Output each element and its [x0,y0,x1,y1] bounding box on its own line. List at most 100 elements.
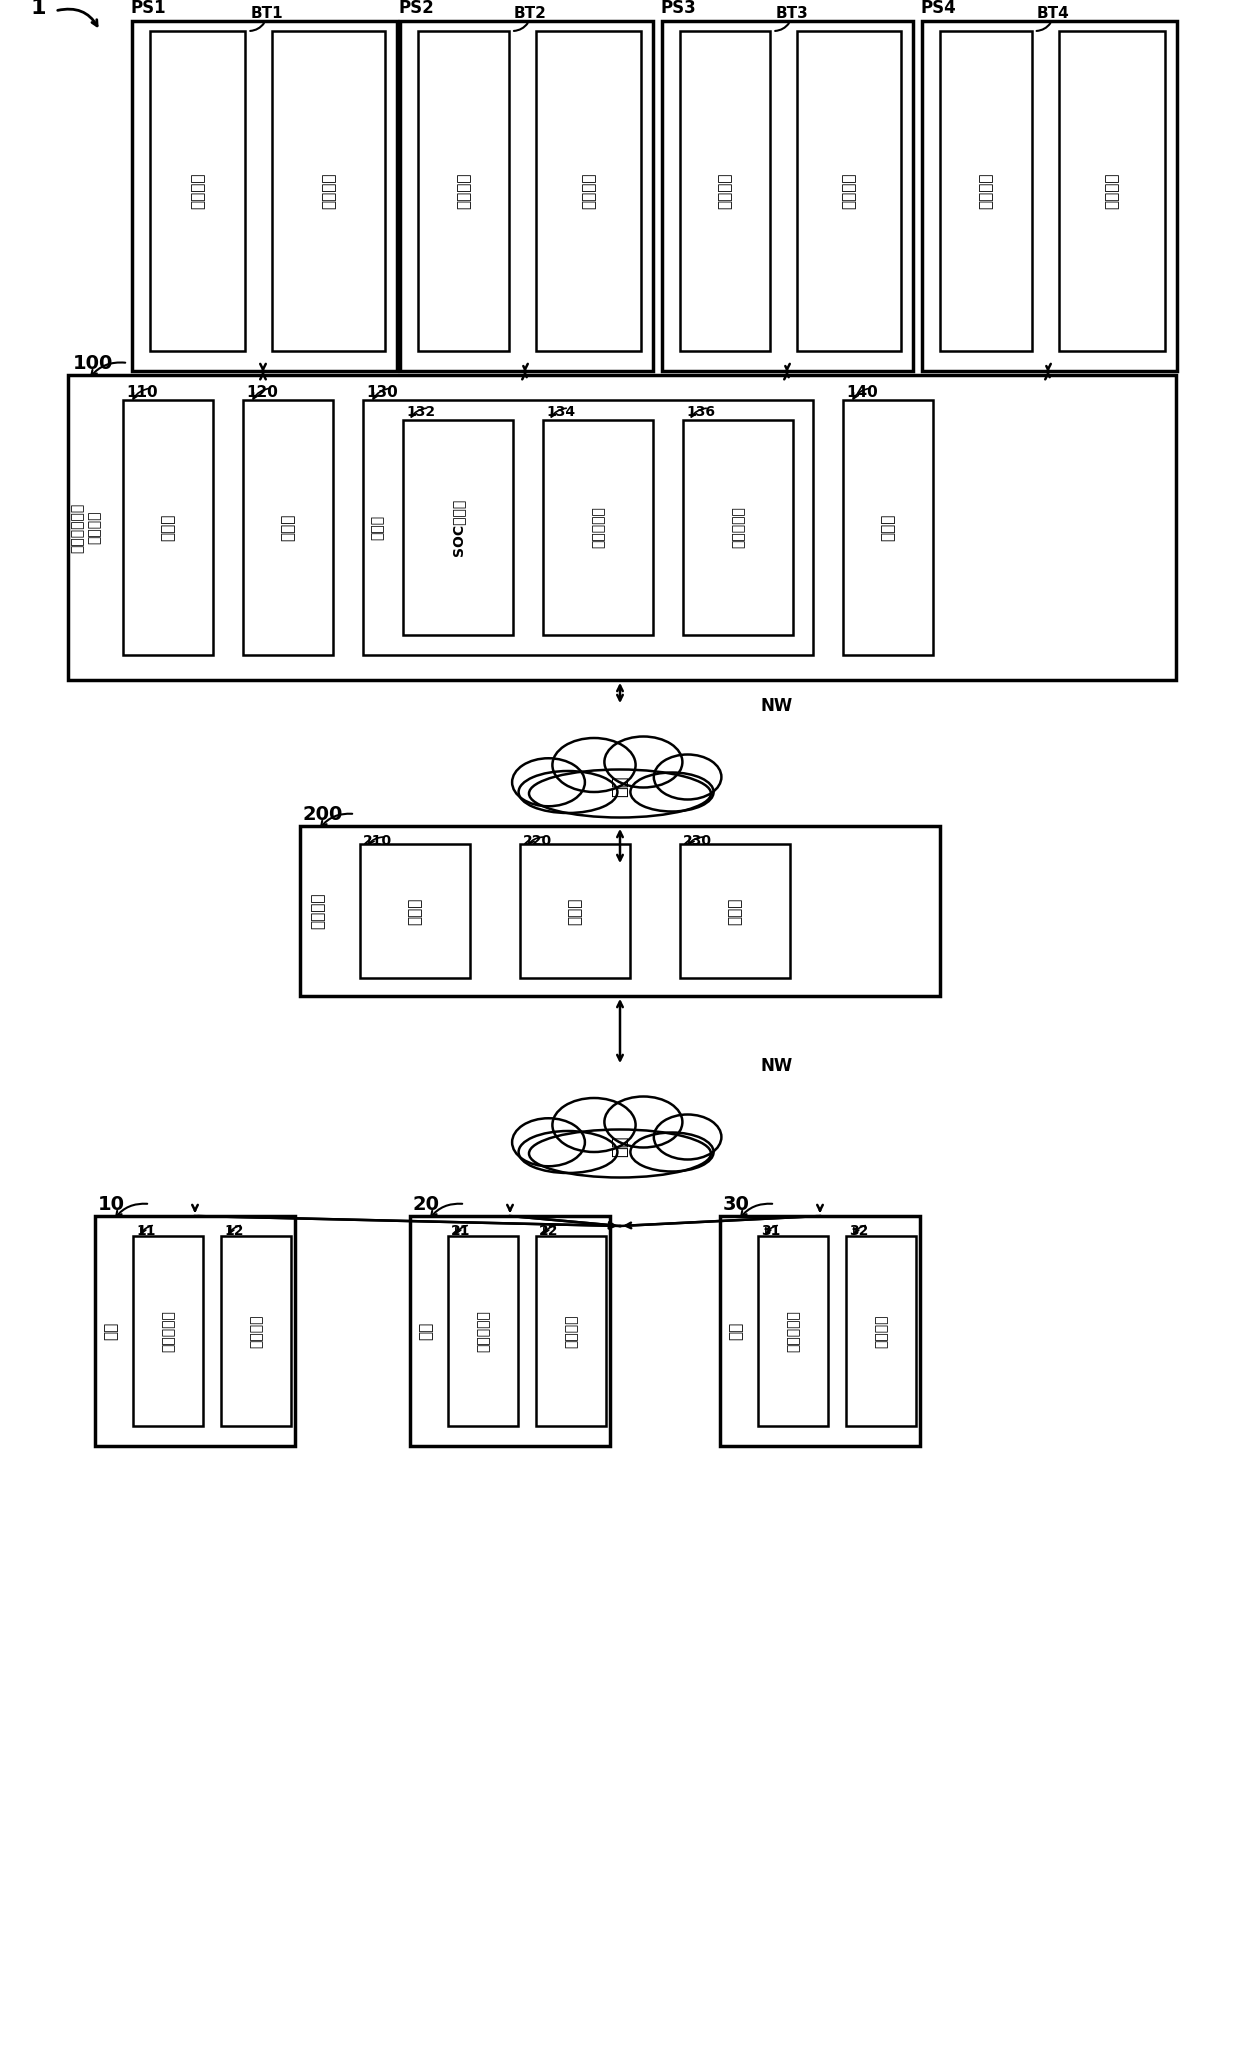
Text: 车辆: 车辆 [103,1322,119,1341]
Bar [520,845,630,977]
Text: 车辆: 车辆 [419,1322,434,1341]
Ellipse shape [512,1118,585,1165]
Ellipse shape [552,1097,636,1153]
Bar [410,1217,610,1446]
Text: BT2: BT2 [515,6,547,21]
Text: 模型生成部: 模型生成部 [786,1310,800,1351]
Text: 二次电池: 二次电池 [582,174,596,209]
Bar [95,1217,295,1446]
Text: BT3: BT3 [775,6,808,21]
Text: 模型生成部: 模型生成部 [476,1310,490,1351]
Ellipse shape [630,773,713,812]
Ellipse shape [653,1114,722,1159]
Text: 电源装置: 电源装置 [718,174,733,209]
Bar [536,31,641,351]
Bar [403,419,513,634]
Ellipse shape [518,771,618,814]
Bar [273,31,384,351]
Bar [363,401,813,655]
Bar [401,21,653,372]
Bar [418,31,510,351]
Ellipse shape [552,738,636,791]
Text: 网络: 网络 [611,775,629,797]
Ellipse shape [630,1132,713,1171]
Text: 通信部: 通信部 [160,514,176,541]
Text: 车辆: 车辆 [729,1322,744,1341]
Text: 1: 1 [30,0,46,19]
Ellipse shape [529,769,711,818]
Text: 32: 32 [849,1223,868,1238]
Bar [843,401,932,655]
Bar [360,845,470,977]
Bar [662,21,913,372]
Text: 200: 200 [303,806,342,824]
Text: PS1: PS1 [130,0,166,17]
Text: 12: 12 [224,1223,243,1238]
Text: 210: 210 [363,835,392,847]
Text: 二次电池: 二次电池 [564,1314,578,1347]
Text: 30: 30 [723,1194,750,1215]
Bar [150,31,246,351]
Text: 二次电池: 二次电池 [842,174,857,209]
Text: 220: 220 [523,835,552,847]
Bar [536,1235,606,1426]
Bar [758,1235,828,1426]
Text: 110: 110 [126,384,157,401]
Text: 二次电池: 二次电池 [1105,174,1120,209]
Bar [300,826,940,996]
Bar [797,31,901,351]
Text: 22: 22 [539,1223,558,1238]
Bar [243,401,334,655]
Bar [131,21,397,372]
Text: 服务器部: 服务器部 [310,893,325,930]
Text: 31: 31 [761,1223,780,1238]
Text: 11: 11 [136,1223,155,1238]
Ellipse shape [604,1097,682,1147]
Bar [846,1235,916,1426]
Text: 21: 21 [451,1223,470,1238]
Text: PS3: PS3 [660,0,696,17]
Text: 故障提示部: 故障提示部 [732,506,745,547]
Text: 电源装置: 电源装置 [456,174,471,209]
Bar [133,1235,203,1426]
Ellipse shape [529,1130,711,1178]
Bar [123,401,213,655]
Bar [221,1235,291,1426]
Ellipse shape [604,735,682,787]
Text: 检测部: 检测部 [280,514,295,541]
Bar [543,419,653,634]
Text: BT4: BT4 [1037,6,1070,21]
Text: NW: NW [760,1058,792,1074]
Text: 10: 10 [98,1194,125,1215]
Text: 120: 120 [246,384,278,401]
Text: SOC提示部: SOC提示部 [451,498,465,556]
Bar [448,1235,518,1426]
Ellipse shape [512,758,585,806]
Ellipse shape [653,754,722,800]
Text: 134: 134 [546,405,575,419]
Text: NW: NW [760,696,792,715]
Text: 网络: 网络 [611,1134,629,1157]
Bar [720,1217,920,1446]
Text: 20: 20 [413,1194,440,1215]
Text: 控制部: 控制部 [568,897,583,926]
Text: 132: 132 [405,405,435,419]
Text: 140: 140 [846,384,878,401]
Text: 提示部: 提示部 [370,514,384,539]
Ellipse shape [518,1130,618,1173]
Text: 存储部: 存储部 [728,897,743,926]
Bar [940,31,1032,351]
Bar [68,376,1176,680]
Text: 二次电池状态
检测装置: 二次电池状态 检测装置 [71,502,102,552]
Text: PS2: PS2 [398,0,434,17]
Text: 电源装置: 电源装置 [190,174,205,209]
Text: 136: 136 [686,405,715,419]
Bar [680,845,790,977]
Text: 输出提示部: 输出提示部 [591,506,605,547]
Text: BT1: BT1 [250,6,283,21]
Text: 二次电池: 二次电池 [321,174,336,209]
Text: 二次电池: 二次电池 [874,1314,888,1347]
Text: 100: 100 [73,353,113,374]
Text: 通信部: 通信部 [408,897,423,926]
Bar [923,21,1177,372]
